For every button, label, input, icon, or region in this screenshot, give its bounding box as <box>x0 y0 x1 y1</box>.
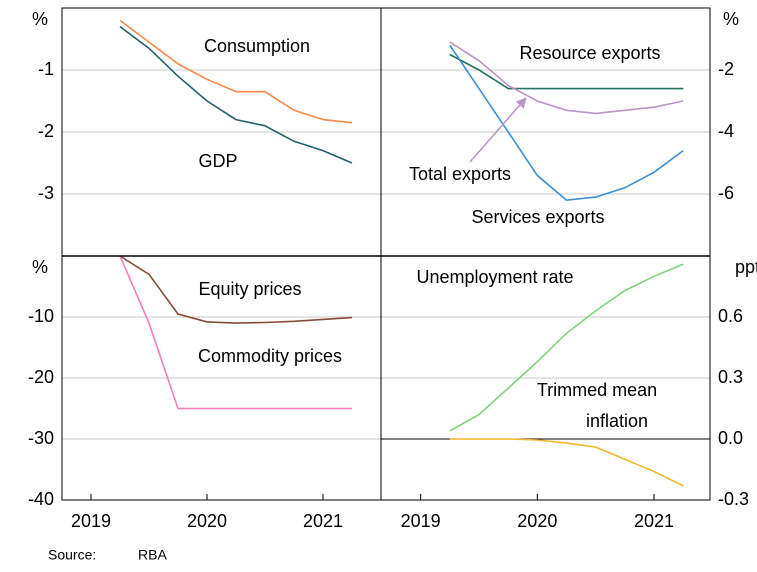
y-tick-label: -20 <box>28 367 54 387</box>
y-tick-label: -0.3 <box>718 489 749 509</box>
x-tick-label: 2021 <box>634 511 674 531</box>
x-tick-label: 2020 <box>187 511 227 531</box>
series-line <box>449 44 684 202</box>
source-text: RBA <box>138 547 167 563</box>
series-label: Services exports <box>471 207 604 227</box>
y-tick-label: -2 <box>718 59 734 79</box>
y-tick-label: -2 <box>38 121 54 141</box>
x-tick-label: 2021 <box>303 511 343 531</box>
series-label-line: Trimmed mean <box>537 380 657 400</box>
x-tick-label: 2019 <box>71 511 111 531</box>
y-tick-label: -1 <box>38 59 54 79</box>
series-line <box>119 25 353 164</box>
y-tick-label: 0.3 <box>718 367 743 387</box>
series-line <box>449 53 684 90</box>
arrow <box>469 97 527 163</box>
series-label: Resource exports <box>519 43 660 63</box>
series-label: Unemployment rate <box>416 267 573 287</box>
series-label: Commodity prices <box>198 346 342 366</box>
series-line <box>449 438 684 487</box>
y-tick-label: -10 <box>28 306 54 326</box>
series-label: Consumption <box>204 36 310 56</box>
series-label: Equity prices <box>198 279 301 299</box>
source-label: Source: <box>48 547 96 563</box>
y-axis-unit: ppt <box>735 257 757 277</box>
y-axis-unit: % <box>723 9 739 29</box>
x-tick-label: 2020 <box>517 511 557 531</box>
y-tick-label: -4 <box>718 121 734 141</box>
series-label: Trimmed mean inflation <box>537 380 657 431</box>
series-line <box>119 19 353 124</box>
marks <box>62 19 710 501</box>
y-tick-label: -40 <box>28 489 54 509</box>
y-tick-label: -30 <box>28 428 54 448</box>
series-line <box>449 41 684 115</box>
series-line <box>449 263 684 432</box>
series-label: Total exports <box>409 164 511 184</box>
y-axis-unit: % <box>32 9 48 29</box>
y-tick-label: 0.0 <box>718 428 743 448</box>
y-tick-label: -6 <box>718 183 734 203</box>
x-tick-label: 2019 <box>401 511 441 531</box>
series-label: GDP <box>198 151 237 171</box>
y-tick-label: 0.6 <box>718 306 743 326</box>
series-label-line: inflation <box>586 411 648 431</box>
series-line <box>119 255 352 410</box>
frame <box>61 7 711 501</box>
series-line <box>119 255 353 324</box>
y-axis-unit: % <box>32 257 48 277</box>
y-tick-label: -3 <box>38 183 54 203</box>
